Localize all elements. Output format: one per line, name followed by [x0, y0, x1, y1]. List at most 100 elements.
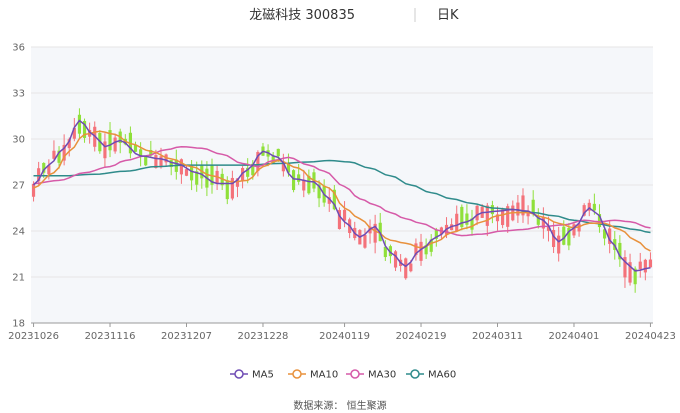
candle-body: [618, 242, 622, 260]
x-tick-label: 20240423: [625, 331, 676, 342]
candle-body: [567, 227, 571, 246]
candle-body: [562, 226, 566, 245]
candle-body: [190, 165, 194, 181]
candle-body: [225, 180, 229, 200]
candle-body: [628, 262, 632, 283]
candle-body: [113, 137, 117, 152]
candle-body: [460, 206, 464, 228]
legend-item-ma30[interactable]: MA30: [346, 369, 396, 381]
candle-body: [230, 177, 234, 199]
candle-body: [62, 144, 66, 161]
candle-body: [506, 206, 510, 227]
y-tick-label: 18: [12, 319, 25, 330]
period-label: 日K: [437, 8, 459, 23]
legend-item-ma5[interactable]: MA5: [230, 369, 274, 381]
candle-body: [307, 175, 311, 194]
candle-body: [388, 246, 393, 257]
candle-body: [37, 168, 41, 182]
series-ma30-line: [33, 145, 651, 237]
candle-body: [455, 213, 459, 232]
candle-body: [414, 243, 418, 256]
candle-body: [246, 167, 250, 177]
candle-body: [521, 195, 525, 216]
x-tick-label: 20240401: [549, 331, 600, 342]
legend: MA5 MA10 MA30 MA60: [230, 369, 456, 381]
candle-body: [297, 174, 301, 182]
candle-body: [159, 156, 163, 168]
y-tick-label: 24: [12, 227, 25, 238]
candle-body: [72, 127, 76, 139]
candle-body: [149, 149, 153, 156]
candle-body: [31, 183, 36, 197]
candle-body: [552, 229, 556, 248]
candle-body: [281, 161, 285, 172]
candle-body: [342, 209, 347, 221]
x-axis: 20231026 20231116 20231207 20231228 20240119…: [8, 323, 676, 342]
candle-body: [648, 259, 653, 268]
candle-body: [465, 213, 469, 225]
candle-body: [103, 141, 107, 159]
candle-body: [526, 210, 530, 217]
candle-body: [256, 152, 260, 172]
candle-body: [475, 205, 479, 221]
legend-label: MA5: [252, 370, 274, 381]
y-axis: 18 21 24 27 30 33 36: [12, 43, 25, 330]
legend-item-ma60[interactable]: MA60: [406, 369, 456, 381]
series-ma10-line: [33, 130, 651, 252]
candle-body: [57, 150, 61, 163]
x-tick-label: 20240219: [396, 331, 447, 342]
candle-body: [169, 160, 173, 168]
candle-body: [154, 155, 158, 168]
legend-marker-icon: [234, 369, 244, 379]
candle-body: [52, 150, 56, 159]
candle-body: [77, 114, 82, 134]
candle-body: [271, 156, 275, 164]
candle-body: [536, 216, 540, 225]
candle-body: [485, 205, 489, 226]
candle-body: [592, 203, 596, 211]
candle-body: [276, 148, 280, 157]
legend-marker-icon: [292, 369, 302, 379]
candle-body: [108, 130, 112, 151]
stock-title: 龙磁科技 300835: [249, 8, 355, 23]
candle-body: [286, 163, 291, 173]
candle-body: [541, 217, 545, 229]
candle-body: [327, 197, 331, 204]
x-tick-label: 20240119: [319, 331, 370, 342]
legend-label: MA30: [368, 370, 396, 381]
candle-body: [633, 268, 637, 285]
x-tick-label: 20231026: [8, 331, 59, 342]
candle-body: [179, 159, 183, 175]
legend-item-ma10[interactable]: MA10: [288, 369, 338, 381]
candle-body: [337, 210, 342, 230]
legend-marker-icon: [410, 369, 420, 379]
legend-marker-icon: [350, 369, 360, 379]
candle-body: [241, 168, 245, 182]
candle-body: [643, 259, 647, 273]
candle-body: [144, 156, 148, 166]
candle-body: [139, 149, 143, 158]
candle-body: [363, 234, 367, 248]
candle-body: [291, 170, 296, 191]
legend-label: MA10: [310, 370, 338, 381]
candle-body: [184, 169, 189, 176]
candle-body: [608, 228, 612, 244]
candle-body: [409, 263, 413, 272]
candle-body: [597, 214, 602, 228]
candle-body: [470, 218, 474, 230]
candle-body: [404, 258, 408, 279]
x-tick-label: 20231228: [238, 331, 289, 342]
candle-body: [67, 139, 71, 149]
candle-body: [195, 171, 199, 185]
candle-body: [531, 199, 535, 215]
y-tick-label: 36: [12, 43, 25, 54]
candle-body: [383, 246, 387, 258]
candle-body: [82, 120, 87, 138]
grid-lines: [31, 46, 653, 324]
candle-body: [235, 178, 240, 187]
candle-body: [47, 165, 51, 175]
series-ma60-line: [33, 159, 651, 234]
candle-body: [572, 224, 576, 236]
candle-body: [602, 229, 607, 239]
